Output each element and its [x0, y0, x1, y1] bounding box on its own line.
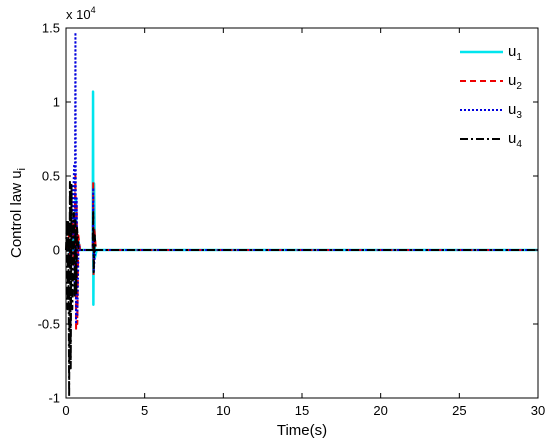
- x-tick-label: 0: [62, 403, 69, 418]
- legend: u1 u2 u3 u4: [460, 43, 522, 150]
- x-tick-label: 25: [452, 403, 466, 418]
- legend-label-u2: u2: [508, 72, 522, 92]
- axes: 0 5 10 15 20 25 30 -1 -0.5 0 0.5 1 1.5 x 104 Time(s) Co…: [8, 5, 545, 439]
- legend-subscript: 2: [516, 81, 522, 92]
- y-axis-label-subscript: i: [16, 168, 28, 170]
- x-axis-label: Time(s): [277, 422, 327, 439]
- y-tick-label: 1.5: [42, 21, 60, 36]
- legend-subscript: 1: [516, 52, 522, 63]
- y-tick-label: -0.5: [38, 317, 60, 332]
- legend-label-u1: u1: [508, 43, 522, 63]
- y-tick-label: 0.5: [42, 169, 60, 184]
- series-line-u4: [65, 180, 538, 398]
- legend-label-u3: u3: [508, 101, 522, 121]
- x-tick-label: 10: [216, 403, 230, 418]
- legend-label-u4: u4: [508, 130, 522, 150]
- x-tick-label: 20: [373, 403, 387, 418]
- x-tick-label: 30: [531, 403, 545, 418]
- y-multiplier: x 104: [66, 5, 96, 22]
- legend-subscript: 4: [516, 139, 522, 150]
- series-line-u1: [64, 90, 538, 307]
- legend-subscript: 3: [516, 110, 522, 121]
- y-multiplier-exponent: 4: [91, 5, 96, 15]
- series-line-u3: [65, 31, 538, 325]
- y-axis-label: Control law ui: [8, 168, 28, 258]
- y-tick-label: 0: [53, 243, 60, 258]
- plot-area: [64, 31, 538, 398]
- y-tick-label: -1: [48, 391, 60, 406]
- series-line-u2: [65, 175, 538, 333]
- x-tick-label: 5: [141, 403, 148, 418]
- x-tick-label: 15: [295, 403, 309, 418]
- y-tick-label: 1: [53, 95, 60, 110]
- plot-frame: [65, 27, 539, 399]
